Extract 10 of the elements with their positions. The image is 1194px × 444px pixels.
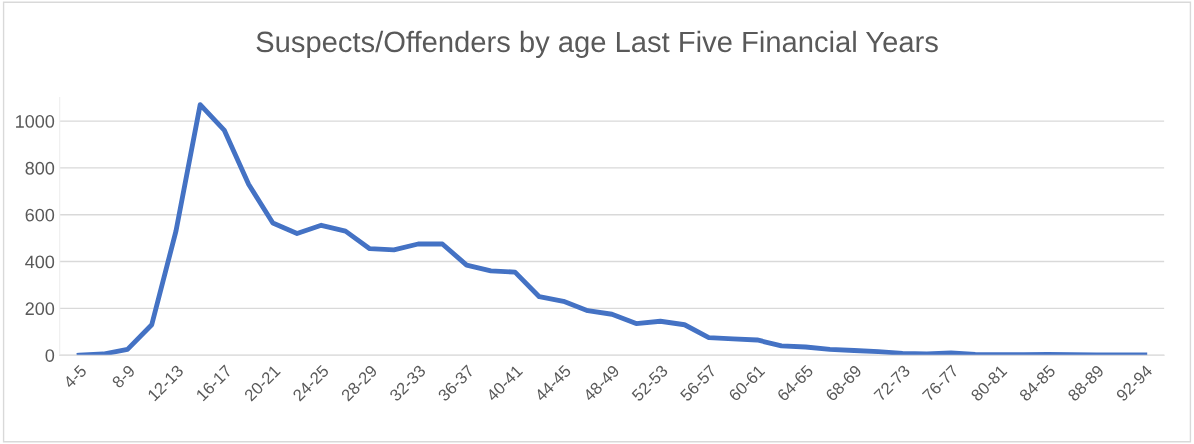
y-tick-label: 800 xyxy=(25,161,55,175)
x-tick-label: 8-9 xyxy=(111,364,136,389)
line-series xyxy=(76,102,1148,356)
x-tick-label: 4-5 xyxy=(62,364,88,389)
y-tick-label: 600 xyxy=(25,208,55,222)
y-tick-label: 1000 xyxy=(16,115,55,128)
y-tick-label: 0 xyxy=(45,349,55,362)
chart-title: Suspects/Offenders by age Last Five Financial Years xyxy=(256,30,938,58)
y-tick-label: 400 xyxy=(25,255,55,269)
y-tick-label: 200 xyxy=(25,302,55,316)
